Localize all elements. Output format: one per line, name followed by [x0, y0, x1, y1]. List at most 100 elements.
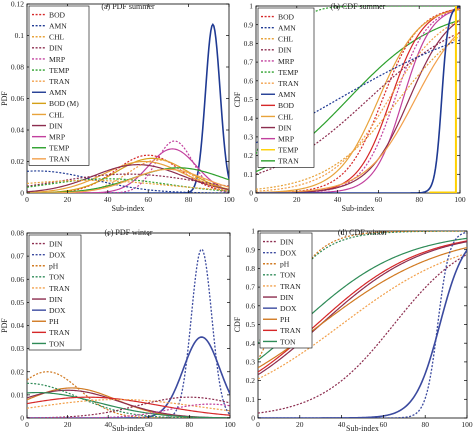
legend-box — [257, 7, 315, 168]
series-line — [27, 140, 229, 193]
legend-label: TRAN — [278, 79, 299, 88]
legend-label: TEMP — [278, 68, 298, 77]
panel-c: 0 20 40 60 80 100 0 0.01 0.02 0.03 0.04 0.05 0.06 0.0… — [0, 228, 236, 432]
y-tick-label: 0.07 — [11, 252, 24, 261]
series-line — [27, 398, 230, 412]
legend-label: TON — [280, 271, 296, 280]
y-tick-label: 0 — [249, 189, 253, 198]
legend-label: CHL — [278, 35, 294, 44]
legend-label: AMN — [49, 21, 67, 30]
x-tick-label: 80 — [421, 420, 429, 429]
series-line — [256, 35, 460, 190]
legend-label: PH — [280, 315, 290, 324]
series-line — [429, 6, 457, 193]
y-tick-label: 0 — [20, 414, 24, 423]
x-tick-label: 60 — [380, 420, 388, 429]
series-line — [256, 8, 460, 193]
y-tick-label: 0.02 — [11, 157, 24, 166]
series-group — [27, 22, 229, 193]
y-tick-label: 0.4 — [244, 114, 254, 123]
y-tick-label: 0.5 — [246, 320, 256, 329]
legend-label: DIN — [49, 121, 63, 130]
legend-label: DIN — [280, 237, 294, 246]
series-line — [27, 168, 229, 193]
series-line — [27, 160, 229, 193]
legend-label: AMN — [278, 90, 296, 99]
legend-label: CHL — [49, 110, 65, 119]
x-axis-label: Sub-index — [112, 424, 145, 432]
legend-label: TEMP — [49, 66, 69, 75]
x-tick-label: 40 — [104, 420, 112, 429]
x-tick-label: 20 — [64, 420, 72, 429]
panel-d: 0 20 40 60 80 100 0 0.1 0.2 0.3 0.4 0.5 0.6 0.7 0.8 0.9… — [233, 227, 473, 432]
legend-label: DOX — [280, 248, 297, 257]
legend: DIN DOX pH TON TRAN DIN DOX PH TRAN TON — [259, 232, 313, 349]
chart-title: (d) CDF winter — [338, 228, 388, 237]
legend-label: CHL — [49, 33, 65, 42]
x-tick-label: 60 — [375, 195, 383, 204]
series-line — [258, 249, 467, 418]
x-tick-label: 40 — [338, 420, 346, 429]
x-axis-label: Sub-index — [342, 204, 375, 213]
y-tick-label: 0.2 — [246, 376, 256, 385]
x-axis-label: Sub-index — [346, 424, 379, 432]
legend-label: DIN — [49, 295, 63, 304]
series-line — [256, 6, 460, 193]
x-tick-label: 0 — [25, 195, 29, 204]
legend-label: DOX — [49, 306, 66, 315]
series-line — [258, 241, 467, 376]
series-group — [258, 231, 467, 418]
legend-label: BOD (M) — [49, 99, 79, 108]
y-tick-label: 0.05 — [11, 298, 24, 307]
y-tick-label: 0.08 — [11, 63, 24, 72]
legend-label: DIN — [49, 44, 63, 53]
x-tick-label: 100 — [223, 195, 235, 204]
legend-label: BOD — [278, 101, 295, 110]
y-tick-label: 0.2 — [244, 151, 254, 160]
legend-label: DIN — [49, 239, 63, 248]
legend-label: MRP — [49, 55, 65, 64]
y-tick-label: 0.1 — [15, 31, 25, 40]
y-tick-label: 1 — [251, 227, 255, 236]
y-tick-label: 0.7 — [246, 283, 256, 292]
series-line — [27, 336, 230, 418]
y-tick-label: 0.03 — [11, 344, 24, 353]
y-tick-label: 0.08 — [11, 229, 24, 238]
y-tick-label: 0.9 — [246, 245, 256, 254]
y-tick-label: 0.3 — [246, 358, 256, 367]
chart-title: (c) PDF winter — [105, 228, 153, 237]
x-tick-label: 80 — [186, 420, 194, 429]
legend-label: CHL — [278, 112, 294, 121]
legend-label: TEMP — [278, 146, 298, 155]
x-tick-label: 40 — [104, 195, 112, 204]
y-tick-label: 0.01 — [11, 390, 24, 399]
legend-label: pH — [280, 260, 290, 269]
y-axis-label: PDF — [0, 91, 9, 106]
legend-box — [259, 232, 313, 349]
series-line — [256, 31, 460, 193]
legend-label: AMN — [49, 88, 67, 97]
legend-label: PH — [49, 317, 59, 326]
legend-label: DOX — [280, 304, 297, 313]
x-tick-label: 80 — [415, 195, 423, 204]
y-tick-label: 1 — [249, 2, 253, 11]
y-tick-label: 0.1 — [244, 170, 254, 179]
series-line — [27, 178, 229, 192]
y-tick-label: 0.02 — [11, 367, 24, 376]
series-line — [258, 252, 467, 380]
series-line — [27, 148, 229, 193]
x-tick-label: 20 — [296, 420, 304, 429]
y-tick-label: 0.4 — [246, 339, 256, 348]
chart-title: (a) PDF summer — [101, 2, 155, 11]
y-tick-label: 0 — [251, 414, 255, 423]
legend-label: TRAN — [49, 328, 70, 337]
legend-label: pH — [49, 262, 59, 271]
series-line — [27, 382, 230, 418]
legend-label: TON — [49, 273, 65, 282]
panel-b: 0 20 40 60 80 100 0 0.1 0.2 0.3 0.4 0.5 0.6 0.7 0.8 0.9… — [233, 2, 466, 213]
series-line — [27, 22, 229, 193]
x-tick-label: 0 — [25, 420, 29, 429]
series-line — [27, 396, 230, 416]
y-tick-label: 0.8 — [246, 264, 256, 273]
x-tick-label: 60 — [144, 195, 152, 204]
